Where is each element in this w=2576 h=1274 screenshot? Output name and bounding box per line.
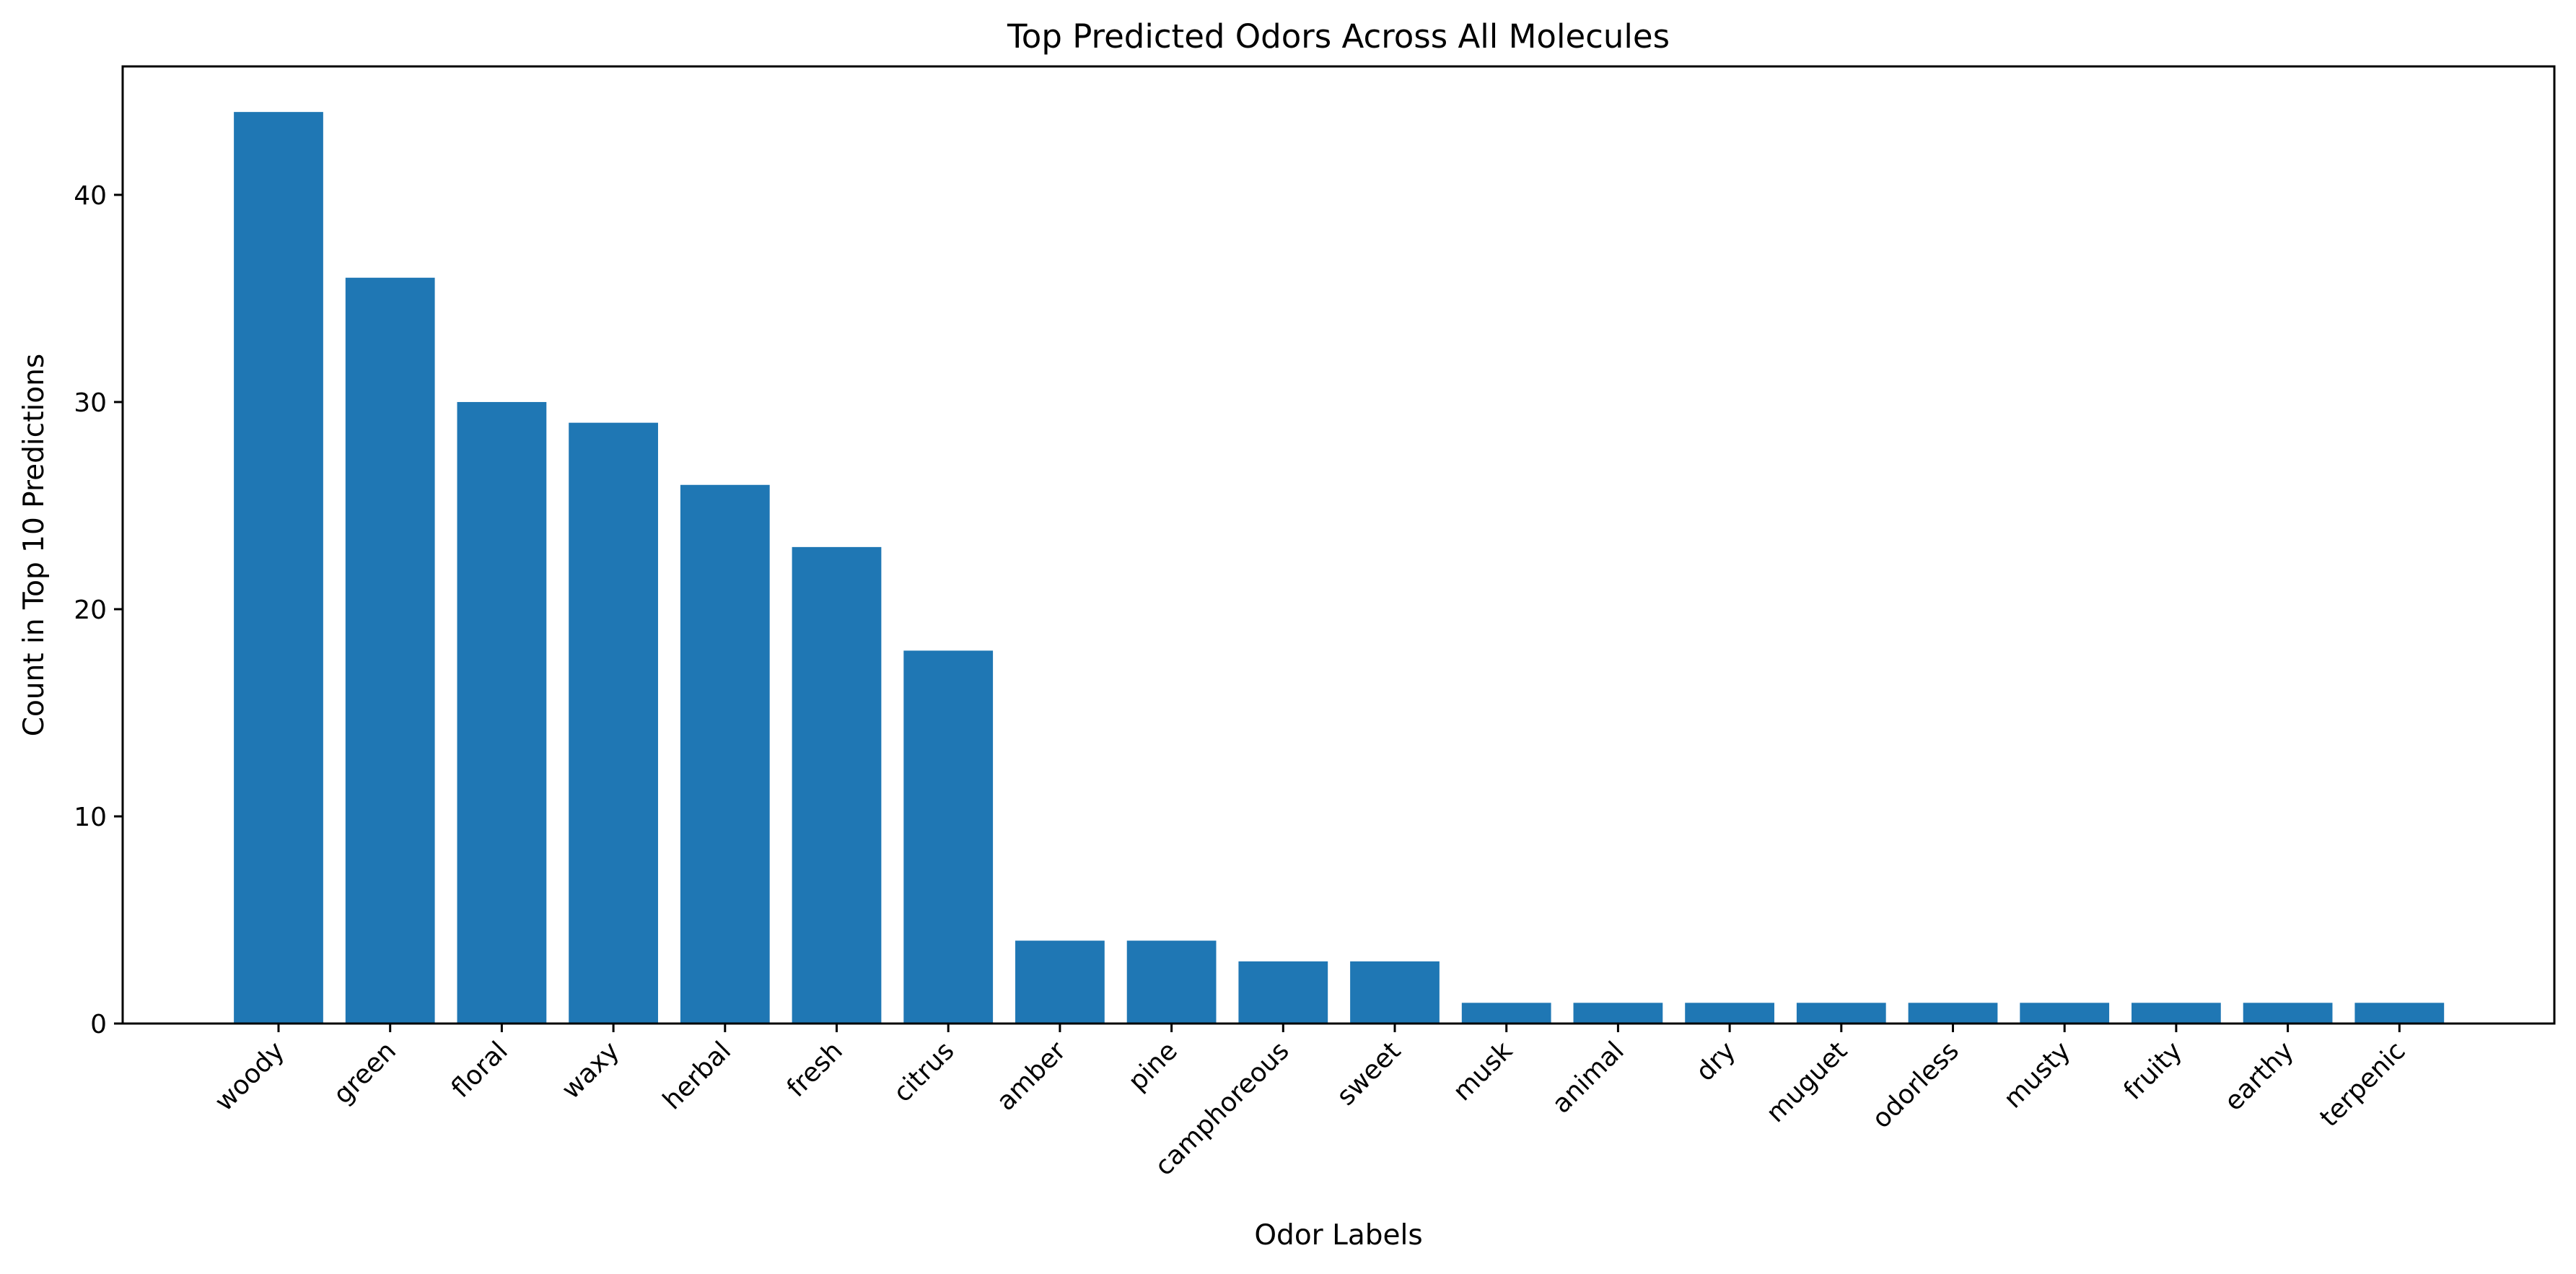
bar-amber — [1015, 941, 1105, 1024]
x-tick-label: dry — [1691, 1036, 1742, 1087]
x-tick-label: musk — [1447, 1036, 1518, 1107]
x-tick-label: sweet — [1331, 1036, 1406, 1111]
y-axis-ticks: 0 10 20 30 40 — [74, 181, 123, 1039]
x-tick-label: floral — [446, 1036, 514, 1104]
x-tick-label: muguet — [1761, 1036, 1853, 1128]
bar-pine — [1126, 941, 1217, 1024]
bar-citrus — [903, 650, 994, 1024]
x-tick-label: herbal — [657, 1036, 737, 1115]
x-tick-label: woody — [209, 1036, 290, 1117]
x-tick-label: waxy — [556, 1036, 626, 1105]
plot-frame — [121, 65, 2556, 1025]
x-tick-label: citrus — [888, 1036, 960, 1108]
x-tick-label: musty — [1998, 1036, 2076, 1114]
x-tick-label: green — [328, 1036, 403, 1110]
bar-odorless — [1908, 1003, 1998, 1024]
bar-floral — [457, 401, 547, 1024]
bar-animal — [1573, 1003, 1663, 1024]
bars — [234, 112, 2445, 1024]
bar-camphoreous — [1238, 961, 1328, 1024]
x-tick-label: pine — [1123, 1036, 1183, 1096]
x-tick-label: fruity — [2119, 1036, 2189, 1106]
bar-woody — [234, 112, 323, 1024]
y-tick-label: 10 — [74, 803, 107, 832]
bar-terpenic — [2354, 1003, 2445, 1024]
x-tick-label: amber — [991, 1036, 1072, 1117]
x-axis-ticks: woody green floral waxy herbal fresh citrus amb… — [209, 1024, 2411, 1182]
bar-waxy — [569, 422, 658, 1024]
bar-muguet — [1796, 1003, 1886, 1024]
y-tick-label: 40 — [74, 181, 107, 211]
y-tick-label: 30 — [74, 388, 107, 418]
bar-musty — [2020, 1003, 2110, 1024]
x-axis-label: Odor Labels — [1254, 1219, 1422, 1252]
x-tick-label: terpenic — [2315, 1036, 2411, 1133]
bar-green — [345, 277, 435, 1024]
chart-title: Top Predicted Odors Across All Molecules — [1007, 17, 1670, 56]
bar-musk — [1461, 1003, 1551, 1024]
bar-fresh — [792, 546, 882, 1024]
y-axis-label: Count in Top 10 Predictions — [18, 354, 51, 736]
bar-earthy — [2243, 1003, 2333, 1024]
x-tick-label: odorless — [1867, 1036, 1965, 1134]
x-tick-label: animal — [1546, 1036, 1629, 1119]
y-tick-label: 0 — [90, 1010, 107, 1039]
bar-herbal — [680, 484, 770, 1024]
x-tick-label: earthy — [2219, 1036, 2300, 1117]
y-tick-label: 20 — [74, 595, 107, 625]
x-tick-label: fresh — [781, 1036, 849, 1103]
bar-sweet — [1350, 961, 1440, 1024]
bar-dry — [1685, 1003, 1774, 1024]
bar-fruity — [2132, 1003, 2221, 1024]
